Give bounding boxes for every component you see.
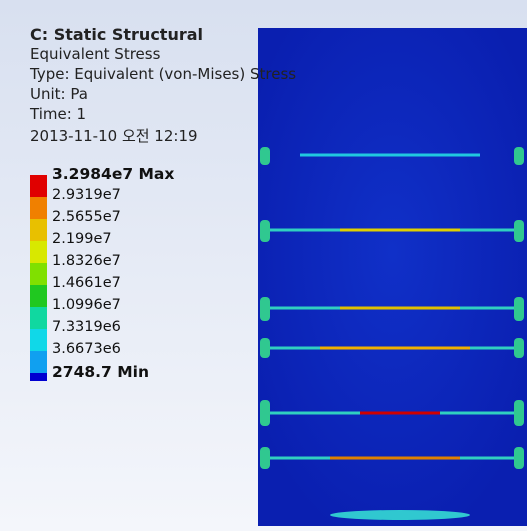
legend-swatch bbox=[30, 175, 47, 197]
legend-swatch bbox=[30, 241, 47, 263]
legend-swatch bbox=[30, 285, 47, 307]
legend-label: 1.0996e7 bbox=[52, 297, 121, 313]
model bbox=[258, 28, 527, 526]
legend-label: 2.199e7 bbox=[52, 231, 112, 247]
legend-label: 2.5655e7 bbox=[52, 209, 121, 225]
legend-swatch bbox=[30, 219, 47, 241]
header-line: Time: 1 bbox=[30, 105, 86, 123]
header-line: Unit: Pa bbox=[30, 85, 88, 103]
title: C: Static Structural bbox=[30, 25, 203, 44]
screen: C: Static Structural Equivalent Stress Ty… bbox=[0, 0, 527, 531]
legend-swatch bbox=[30, 197, 47, 219]
legend-swatch bbox=[30, 307, 47, 329]
legend-swatch bbox=[30, 373, 47, 381]
header-line: Type: Equivalent (von-Mises) Stress bbox=[30, 65, 296, 83]
legend-label: 3.6673e6 bbox=[52, 341, 121, 357]
legend-min: 2748.7 Min bbox=[52, 363, 149, 381]
legend-label: 1.4661e7 bbox=[52, 275, 121, 291]
legend-max: 3.2984e7 Max bbox=[52, 165, 174, 183]
header-line: Equivalent Stress bbox=[30, 45, 160, 63]
legend-swatch bbox=[30, 329, 47, 351]
legend-label: 1.8326e7 bbox=[52, 253, 121, 269]
header-line: 2013-11-10 오전 12:19 bbox=[30, 125, 198, 146]
legend-label: 7.3319e6 bbox=[52, 319, 121, 335]
legend-label: 2.9319e7 bbox=[52, 187, 121, 203]
legend-swatch bbox=[30, 263, 47, 285]
legend-swatch bbox=[30, 351, 47, 373]
